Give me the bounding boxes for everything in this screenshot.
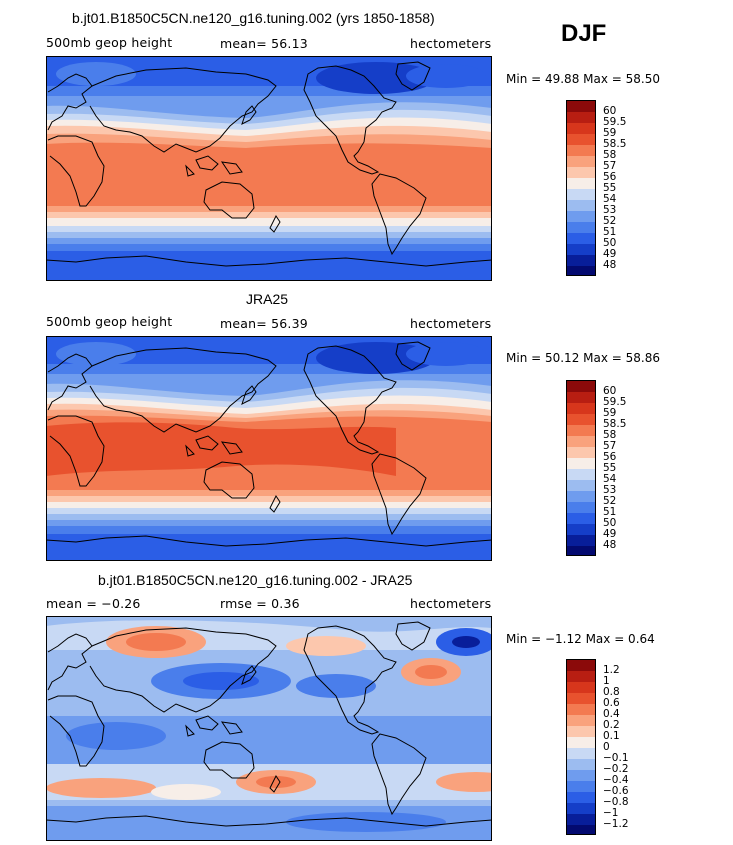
panel-2-units-label: hectometers (410, 316, 492, 331)
cb3-label: −0.6 (603, 785, 629, 797)
cb2-label: 56 (603, 451, 617, 463)
cb2-label: 55 (603, 462, 617, 474)
cb2-label: 53 (603, 484, 617, 496)
cb1-label: 49 (603, 248, 617, 260)
panel-2-variable-label: 500mb geop height (46, 314, 173, 329)
cb2-label: 50 (603, 517, 617, 529)
cb3-label: 0.8 (603, 686, 620, 698)
panel-3-minmax: Min = −1.12 Max = 0.64 (506, 632, 655, 646)
cb3-label: 1.2 (603, 664, 620, 676)
panel-1-colorbar (566, 100, 596, 276)
panel-3-colorbar (566, 659, 596, 835)
panel-1-map (46, 56, 492, 281)
panel-1-units-label: hectometers (410, 36, 492, 51)
panel-3-rmse-label: rmse = 0.36 (220, 596, 300, 611)
panel-3-title: b.jt01.B1850C5CN.ne120_g16.tuning.002 - … (98, 572, 413, 588)
cb2-label: 48 (603, 539, 617, 551)
cb2-label: 52 (603, 495, 617, 507)
cb1-label: 51 (603, 226, 617, 238)
cb1-label: 59.5 (603, 116, 627, 128)
cb3-label: −0.8 (603, 796, 629, 808)
panel-3-map (46, 616, 492, 841)
cb1-label: 52 (603, 215, 617, 227)
cb1-label: 56 (603, 171, 617, 183)
cb3-label: 0.1 (603, 730, 620, 742)
panel-2-minmax: Min = 50.12 Max = 58.86 (506, 351, 660, 365)
cb1-label: 58.5 (603, 138, 627, 150)
panel-1-variable-label: 500mb geop height (46, 35, 173, 50)
cb1-label: 59 (603, 127, 617, 139)
cb3-label: 0 (603, 741, 610, 753)
cb1-label: 60 (603, 105, 617, 117)
cb1-label: 48 (603, 259, 617, 271)
panel-3-units-label: hectometers (410, 596, 492, 611)
cb3-label: 0.2 (603, 719, 620, 731)
cb2-label: 58.5 (603, 418, 627, 430)
cb2-label: 59.5 (603, 396, 627, 408)
cb3-label: 0.6 (603, 697, 620, 709)
cb3-label: −0.1 (603, 752, 629, 764)
panel-2-colorbar (566, 380, 596, 556)
cb3-label: −0.4 (603, 774, 629, 786)
panel-1-mean-label: mean= 56.13 (220, 36, 308, 51)
cb2-label: 51 (603, 506, 617, 518)
panel-1-minmax: Min = 49.88 Max = 58.50 (506, 72, 660, 86)
panel-2-map (46, 336, 492, 561)
cb3-label: 0.4 (603, 708, 620, 720)
cb3-label: −1 (603, 807, 619, 819)
cb3-label: −0.2 (603, 763, 629, 775)
cb2-label: 58 (603, 429, 617, 441)
cb2-label: 60 (603, 385, 617, 397)
panel-2-title: JRA25 (246, 291, 289, 307)
panel-3-mean-label: mean = −0.26 (46, 596, 141, 611)
cb1-label: 54 (603, 193, 617, 205)
cb1-label: 53 (603, 204, 617, 216)
cb2-label: 57 (603, 440, 617, 452)
cb1-label: 58 (603, 149, 617, 161)
cb2-label: 59 (603, 407, 617, 419)
cb3-label: −1.2 (603, 818, 629, 830)
cb1-label: 55 (603, 182, 617, 194)
panel-1-title: b.jt01.B1850C5CN.ne120_g16.tuning.002 (y… (72, 10, 435, 26)
cb1-label: 50 (603, 237, 617, 249)
cb2-label: 49 (603, 528, 617, 540)
cb2-label: 54 (603, 473, 617, 485)
panel-2-mean-label: mean= 56.39 (220, 316, 308, 331)
season-label: DJF (561, 20, 607, 47)
cb3-label: 1 (603, 675, 610, 687)
cb1-label: 57 (603, 160, 617, 172)
